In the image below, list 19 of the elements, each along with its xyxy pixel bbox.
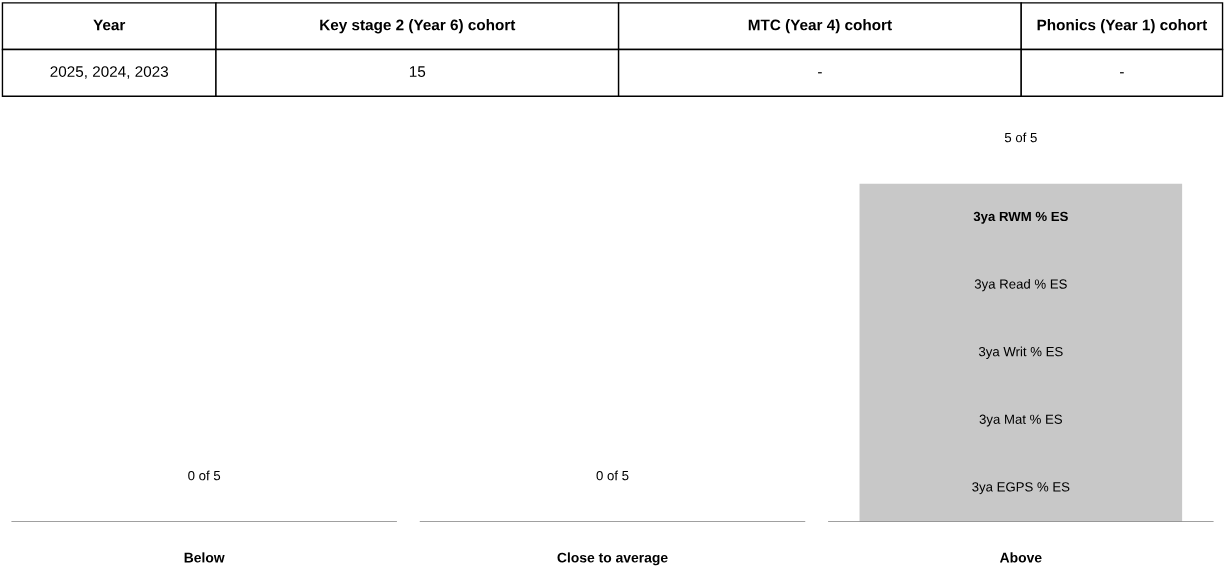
- category-label: MTC (Year 4) cohort: [748, 19, 892, 34]
- x-tick-label: Close to average: [557, 552, 668, 566]
- data-label: 0 of 5: [188, 470, 221, 481]
- text: -: [1120, 72, 1124, 74]
- text: 15: [409, 66, 426, 77]
- category-label: Year: [93, 19, 126, 31]
- annotation: 3ya Read % ES: [974, 279, 1067, 292]
- text: 2025, 2024, 2023: [50, 66, 169, 79]
- annotation: 3ya EGPS % ES: [972, 482, 1070, 495]
- category-label: Phonics (Year 1) cohort: [1037, 19, 1208, 34]
- text: -: [818, 72, 822, 74]
- x-tick-label: Below: [184, 552, 225, 563]
- category-label: Key stage 2 (Year 6) cohort: [320, 19, 516, 34]
- x-tick-label: Above: [999, 552, 1042, 563]
- annotation: 3ya Mat % ES: [979, 414, 1063, 427]
- data-label: 5 of 5: [1004, 132, 1037, 143]
- annotation: 3ya Writ % ES: [978, 346, 1063, 359]
- annotation: 3ya RWM % ES: [973, 211, 1068, 224]
- data-label: 0 of 5: [596, 470, 629, 481]
